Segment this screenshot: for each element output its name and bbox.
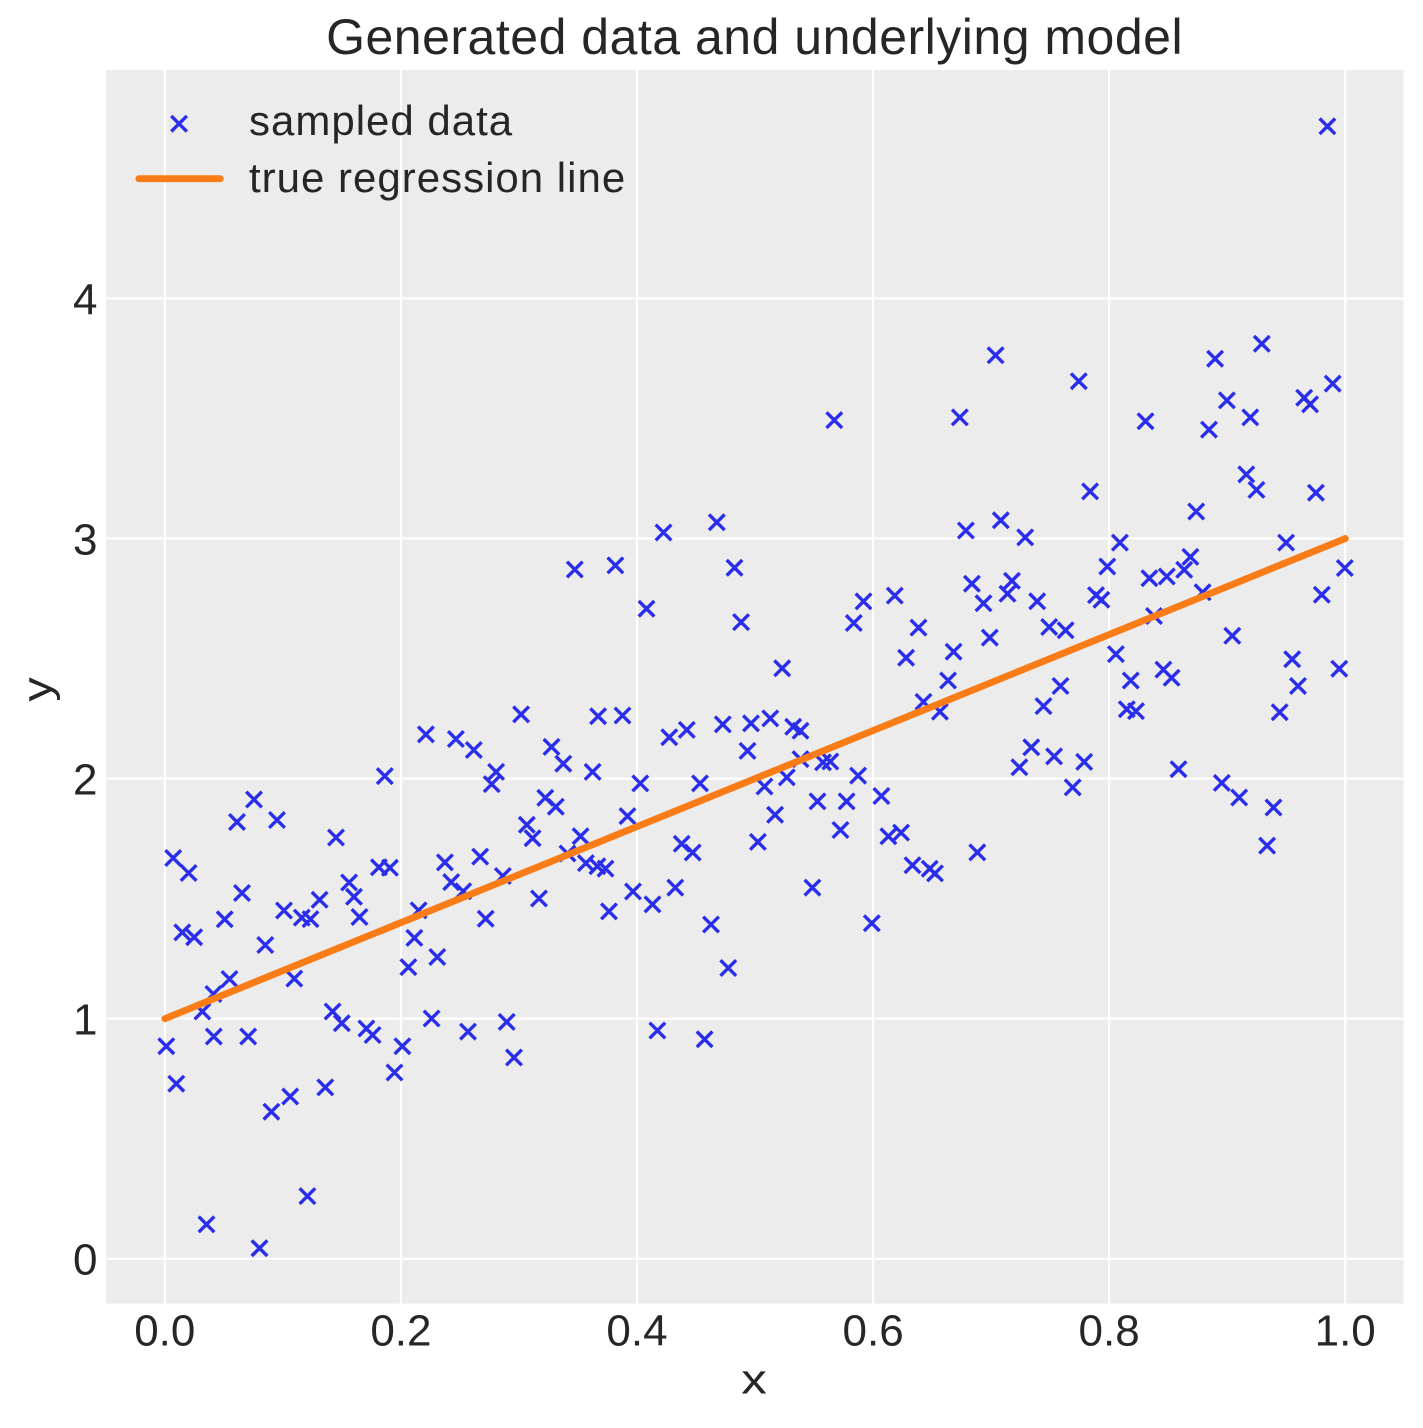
svg-text:0.2: 0.2 [370, 1306, 431, 1355]
svg-text:y: y [14, 677, 61, 702]
svg-text:4: 4 [73, 276, 97, 325]
svg-text:1: 1 [73, 996, 97, 1045]
svg-text:0.4: 0.4 [606, 1306, 667, 1355]
svg-text:0: 0 [73, 1236, 97, 1285]
svg-text:true regression line: true regression line [249, 154, 626, 201]
svg-text:0.6: 0.6 [843, 1306, 904, 1355]
svg-text:2: 2 [73, 756, 97, 805]
svg-text:3: 3 [73, 516, 97, 565]
svg-text:1.0: 1.0 [1315, 1306, 1376, 1355]
svg-text:0.0: 0.0 [134, 1306, 195, 1355]
svg-text:x: x [741, 1356, 767, 1403]
svg-text:Generated data and underlying: Generated data and underlying model [326, 9, 1183, 65]
svg-text:0.8: 0.8 [1079, 1306, 1140, 1355]
svg-text:sampled data: sampled data [249, 97, 513, 144]
